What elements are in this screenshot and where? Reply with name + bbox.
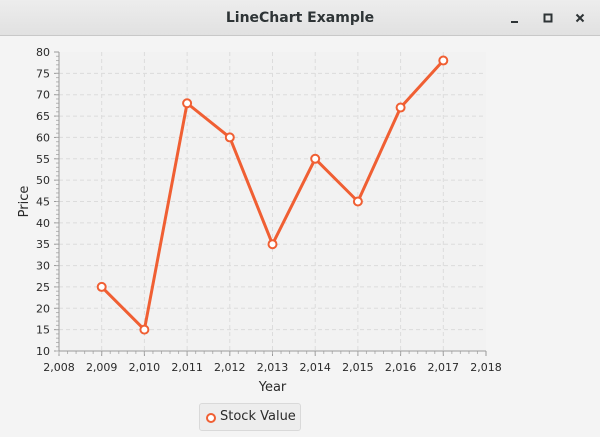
data-point [267, 239, 278, 250]
y-tick-label: 35 [36, 238, 50, 251]
data-point [438, 55, 449, 66]
series-layer [96, 55, 449, 335]
y-tick-label: 30 [36, 260, 50, 273]
data-point [224, 132, 235, 143]
chart-legend: Stock Value [199, 403, 301, 431]
y-tick-label: 80 [36, 46, 50, 59]
y-tick-label: 55 [36, 153, 50, 166]
x-tick-label: 2,016 [385, 361, 417, 374]
data-point [182, 98, 193, 109]
y-tick-label: 40 [36, 217, 50, 230]
data-point [352, 196, 363, 207]
x-tick-label: 2,009 [86, 361, 118, 374]
y-tick-label: 50 [36, 174, 50, 187]
close-button[interactable] [569, 7, 591, 29]
x-tick-label: 2,010 [129, 361, 161, 374]
minimize-button[interactable] [503, 7, 525, 29]
legend-marker-icon [206, 413, 216, 423]
x-tick-label: 2,015 [342, 361, 374, 374]
y-tick-label: 25 [36, 281, 50, 294]
y-tick-label: 65 [36, 110, 50, 123]
x-tick-label: 2,011 [171, 361, 203, 374]
y-tick-label: 45 [36, 196, 50, 209]
minimize-icon [511, 21, 518, 23]
y-axis-label: Price [17, 186, 32, 218]
x-tick-label: 2,018 [470, 361, 502, 374]
legend-item-stock-value: Stock Value [220, 409, 296, 424]
window-title: LineChart Example [225, 10, 375, 26]
x-axis-label: Year [258, 380, 287, 395]
y-tick-label: 20 [36, 302, 50, 315]
close-icon [575, 13, 585, 23]
chart-area: 2,008 2,009 2,010 2,011 2,012 2,013 2,014 2,015… [0, 37, 600, 437]
maximize-icon [543, 13, 553, 23]
y-tick-label: 75 [36, 67, 50, 80]
maximize-button[interactable] [537, 7, 559, 29]
axes: 2,008 2,009 2,010 2,011 2,012 2,013 2,014 2,015… [36, 46, 502, 374]
x-tick-label: 2,013 [257, 361, 289, 374]
y-tick-label: 10 [36, 345, 50, 358]
x-tick-label: 2,012 [214, 361, 246, 374]
data-point [395, 102, 406, 113]
data-point [139, 324, 150, 335]
x-tick-label: 2,017 [428, 361, 460, 374]
y-tick-label: 15 [36, 324, 50, 337]
title-bar[interactable]: LineChart Example [0, 0, 600, 36]
line-chart: 2,008 2,009 2,010 2,011 2,012 2,013 2,014 2,015… [17, 46, 502, 395]
y-tick-label: 60 [36, 131, 50, 144]
data-point [96, 281, 107, 292]
x-tick-label: 2,008 [43, 361, 75, 374]
x-tick-label: 2,014 [299, 361, 331, 374]
y-tick-label: 70 [36, 89, 50, 102]
data-point [310, 153, 321, 164]
